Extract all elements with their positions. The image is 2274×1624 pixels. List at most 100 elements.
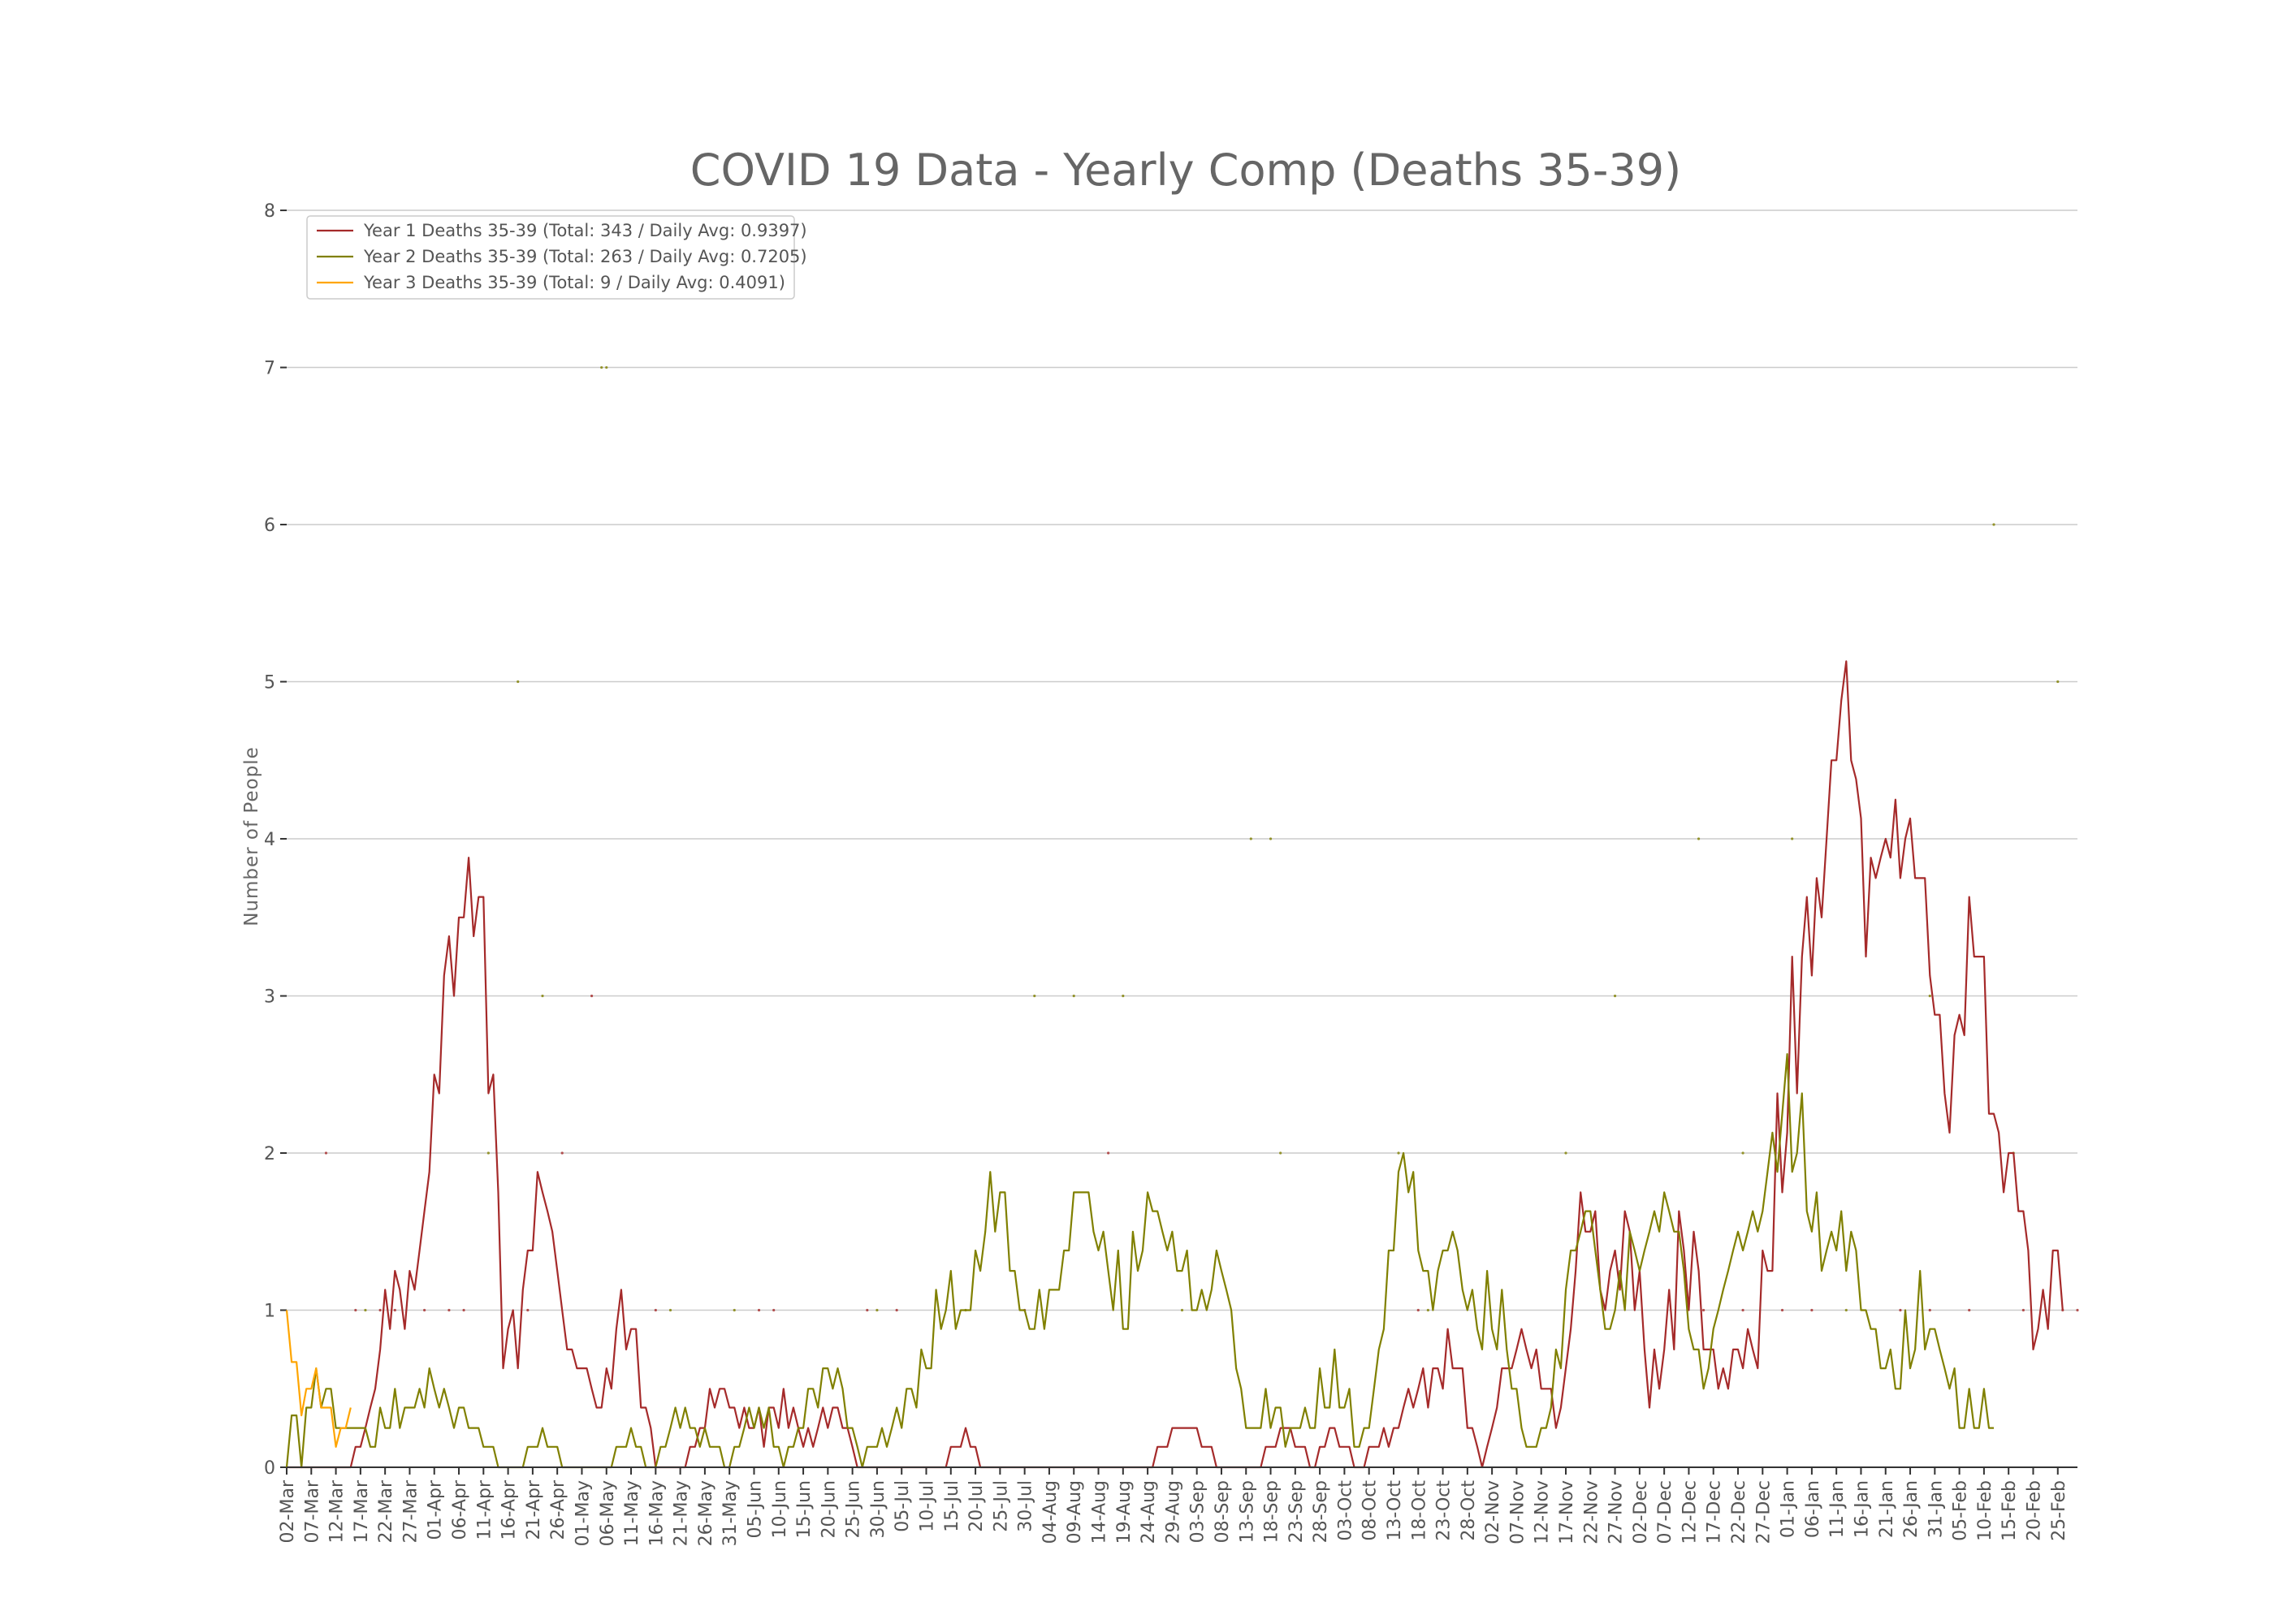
x-tick-label: 26-May [696, 1480, 716, 1546]
point-marker [541, 994, 544, 998]
x-tick-label: 11-Apr [474, 1479, 495, 1540]
x-tick-label: 25-Jul [991, 1480, 1011, 1532]
x-tick-label: 27-Mar [400, 1479, 421, 1543]
y-tick-label: 7 [264, 359, 275, 379]
point-marker [895, 1308, 898, 1312]
x-tick-label: 02-Nov [1483, 1480, 1503, 1544]
x-tick-label: 05-Jun [745, 1480, 765, 1539]
point-marker [590, 994, 594, 998]
y-axis-label: Number of People [241, 746, 262, 926]
point-marker [1122, 994, 1125, 998]
point-marker [324, 1151, 328, 1155]
x-tick-label: 01-Jan [1779, 1480, 1799, 1538]
point-marker [1697, 837, 1701, 840]
point-marker [462, 1308, 465, 1312]
point-marker [1791, 837, 1794, 840]
x-tick-label: 12-Nov [1533, 1480, 1553, 1544]
x-tick-label: 25-Jun [844, 1480, 864, 1539]
x-tick-label: 16-Jan [1852, 1480, 1872, 1538]
y-tick-label: 8 [264, 201, 275, 222]
x-tick-label: 07-Dec [1655, 1480, 1675, 1544]
y-tick-label: 0 [264, 1458, 275, 1479]
y-axis-ticks: 0 1 2 3 4 5 6 7 8 [264, 201, 287, 1479]
x-tick-label: 21-Jan [1877, 1480, 1897, 1538]
x-tick-label: 30-Jul [1016, 1480, 1036, 1532]
x-tick-label: 11-Jan [1827, 1480, 1848, 1538]
x-tick-label: 06-Jan [1803, 1480, 1823, 1538]
point-marker [866, 1308, 869, 1312]
x-tick-label: 23-Sep [1286, 1480, 1307, 1543]
point-marker [354, 1308, 357, 1312]
x-tick-label: 28-Oct [1459, 1480, 1479, 1541]
point-marker [2021, 1308, 2025, 1312]
x-tick-label: 15-Feb [1999, 1480, 2020, 1541]
gridlines [287, 209, 2077, 1311]
series-lines [285, 660, 2064, 1469]
x-tick-label: 22-Nov [1581, 1480, 1602, 1544]
x-tick-label: 20-Feb [2024, 1480, 2044, 1541]
point-marker [378, 1308, 382, 1312]
x-tick-label: 24-Aug [1139, 1480, 1159, 1544]
x-tick-label: 21-May [672, 1480, 692, 1546]
point-marker [654, 1308, 657, 1312]
x-tick-label: 01-Apr [426, 1479, 446, 1540]
point-marker [1564, 1151, 1567, 1155]
legend-label: Year 1 Deaths 35-39 (Total: 343 / Daily … [363, 221, 807, 240]
x-tick-label: 18-Sep [1262, 1480, 1282, 1543]
series-line-1 [287, 660, 2064, 1469]
point-marker [1279, 1151, 1282, 1155]
chart-title: COVID 19 Data - Yearly Comp (Deaths 35-3… [690, 145, 1681, 196]
x-tick-label: 15-Jun [794, 1480, 815, 1539]
x-tick-label: 12-Dec [1680, 1480, 1700, 1544]
x-tick-label: 02-Dec [1631, 1480, 1651, 1544]
point-marker [605, 365, 608, 369]
point-marker [1613, 994, 1617, 998]
x-tick-label: 02-Mar [278, 1479, 298, 1543]
y-tick-label: 1 [264, 1302, 275, 1322]
point-marker [393, 1308, 396, 1312]
point-marker [1180, 1308, 1184, 1312]
point-marker [1416, 1308, 1420, 1312]
point-marker [486, 1151, 490, 1155]
point-marker [2076, 1308, 2079, 1312]
point-marker [2056, 680, 2060, 684]
point-marker [1780, 1308, 1784, 1312]
x-tick-label: 11-May [622, 1480, 642, 1546]
x-tick-label: 23-Oct [1434, 1480, 1455, 1541]
x-tick-label: 17-Dec [1705, 1480, 1725, 1544]
point-marker [1928, 1308, 1931, 1312]
point-marker [447, 1308, 451, 1312]
legend-entry: Year 3 Deaths 35-39 (Total: 9 / Daily Av… [317, 273, 785, 292]
legend-label: Year 2 Deaths 35-39 (Total: 263 / Daily … [363, 247, 807, 266]
point-marker [1072, 994, 1075, 998]
x-tick-label: 06-May [598, 1480, 618, 1546]
x-tick-label: 21-Apr [524, 1479, 544, 1540]
point-marker [757, 1308, 761, 1312]
x-tick-label: 13-Sep [1237, 1480, 1257, 1543]
point-marker [560, 1151, 564, 1155]
point-marker [517, 680, 520, 684]
y-tick-label: 3 [264, 987, 275, 1008]
point-markers [324, 365, 2079, 1312]
point-marker [1968, 1308, 1971, 1312]
x-tick-label: 10-Jun [770, 1480, 790, 1539]
x-tick-label: 10-Feb [1975, 1480, 1995, 1541]
x-tick-label: 16-May [646, 1480, 667, 1546]
x-tick-label: 18-Oct [1409, 1480, 1429, 1541]
point-marker [1741, 1151, 1744, 1155]
x-tick-label: 07-Nov [1507, 1480, 1528, 1544]
point-marker [600, 365, 603, 369]
point-marker [1269, 837, 1273, 840]
point-marker [1249, 837, 1252, 840]
point-marker [1107, 1151, 1110, 1155]
point-marker [526, 1308, 530, 1312]
y-tick-label: 2 [264, 1144, 275, 1164]
x-tick-label: 04-Aug [1040, 1480, 1061, 1544]
point-marker [733, 1308, 736, 1312]
x-tick-label: 20-Jul [966, 1480, 987, 1532]
x-tick-label: 10-Jul [918, 1480, 938, 1532]
point-marker [1928, 994, 1931, 998]
point-marker [1844, 1308, 1848, 1312]
x-tick-label: 05-Feb [1951, 1480, 1971, 1541]
